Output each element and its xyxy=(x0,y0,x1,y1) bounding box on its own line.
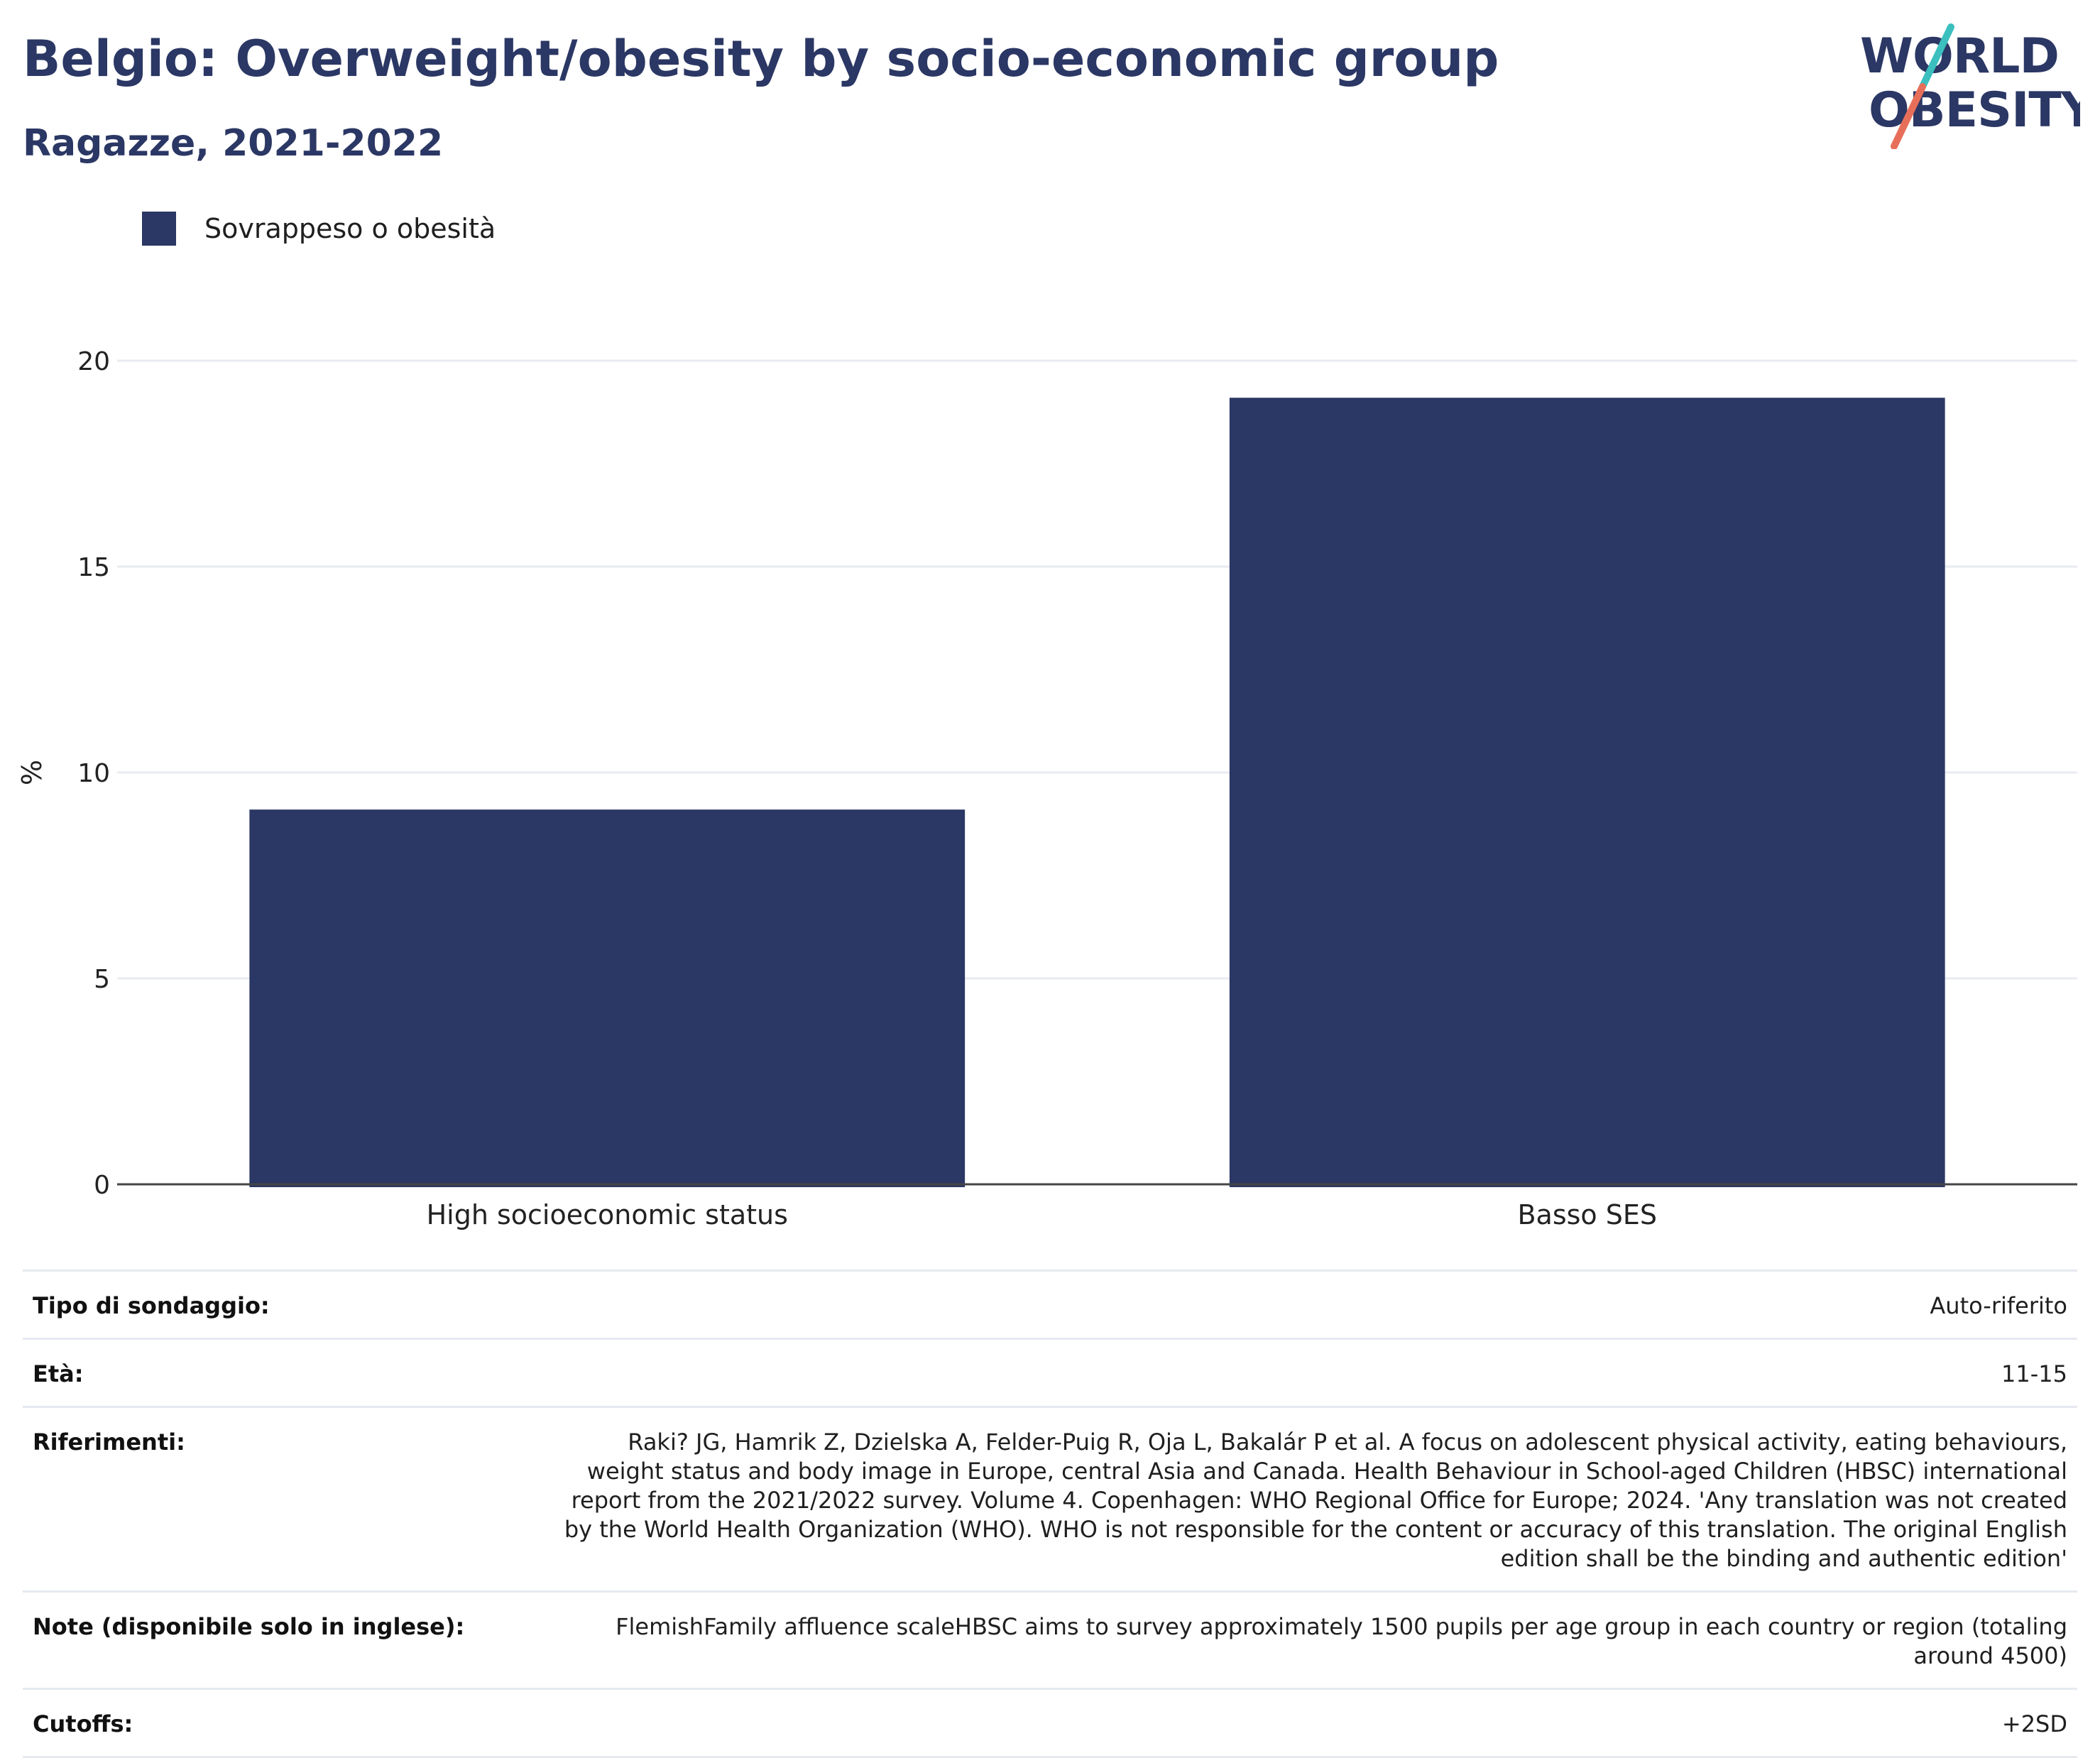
y-tick-label: 10 xyxy=(77,759,110,788)
info-row: Cutoffs: +2SD xyxy=(23,1688,2077,1758)
y-tick-label: 0 xyxy=(94,1171,110,1200)
bar-chart: 0 5 10 15 20 High socioeconomic status Basso … xyxy=(16,347,2077,1230)
logo-text-world: WORLD xyxy=(1860,28,2059,84)
info-label: Note (disponibile solo in inglese): xyxy=(23,1590,554,1689)
world-obesity-logo: WORLD OBESITY xyxy=(1860,23,2080,149)
legend-label: Sovrappeso o obesità xyxy=(204,213,496,244)
y-axis-ticks: 0 5 10 15 20 xyxy=(77,347,110,1200)
y-axis-label: % xyxy=(16,760,48,785)
info-row: Età: 11-15 xyxy=(23,1338,2077,1407)
bars xyxy=(249,398,1945,1188)
x-tick-label: Basso SES xyxy=(1517,1199,1657,1230)
info-label: Tipo di sondaggio: xyxy=(23,1270,554,1339)
info-row: Note (disponibile solo in inglese): Flemi… xyxy=(23,1590,2077,1689)
chart-title: Belgio: Overweight/obesity by socio-econ… xyxy=(23,30,1499,88)
info-value: FlemishFamily affluence scaleHBSC aims t… xyxy=(554,1590,2077,1689)
info-value: Raki? JG, Hamrik Z, Dzielska A, Felder-P… xyxy=(554,1406,2077,1592)
x-tick-label: High socioeconomic status xyxy=(427,1199,788,1230)
bar xyxy=(249,809,966,1187)
legend-swatch xyxy=(142,212,176,246)
info-table: Tipo di sondaggio: Auto-riferito Età: 11-15… xyxy=(23,1270,2077,1758)
info-value: 11-15 xyxy=(554,1338,2077,1407)
info-row: Tipo di sondaggio: Auto-riferito xyxy=(23,1270,2077,1339)
x-axis-ticks: High socioeconomic status Basso SES xyxy=(427,1199,1657,1230)
logo-slash-coral xyxy=(1891,83,1926,149)
info-label: Riferimenti: xyxy=(23,1406,554,1592)
y-tick-label: 5 xyxy=(94,965,110,994)
info-label: Età: xyxy=(23,1338,554,1407)
info-value: Auto-riferito xyxy=(554,1270,2077,1339)
info-value: +2SD xyxy=(554,1688,2077,1758)
legend: Sovrappeso o obesità xyxy=(142,212,496,246)
chart-subtitle: Ragazze, 2021-2022 xyxy=(23,122,444,165)
logo-slash-teal xyxy=(1919,23,1954,90)
bar xyxy=(1229,398,1945,1188)
y-tick-label: 15 xyxy=(77,553,110,582)
y-tick-label: 20 xyxy=(77,347,110,376)
info-row: Riferimenti: Raki? JG, Hamrik Z, Dzielska… xyxy=(23,1406,2077,1592)
info-label: Cutoffs: xyxy=(23,1688,554,1758)
